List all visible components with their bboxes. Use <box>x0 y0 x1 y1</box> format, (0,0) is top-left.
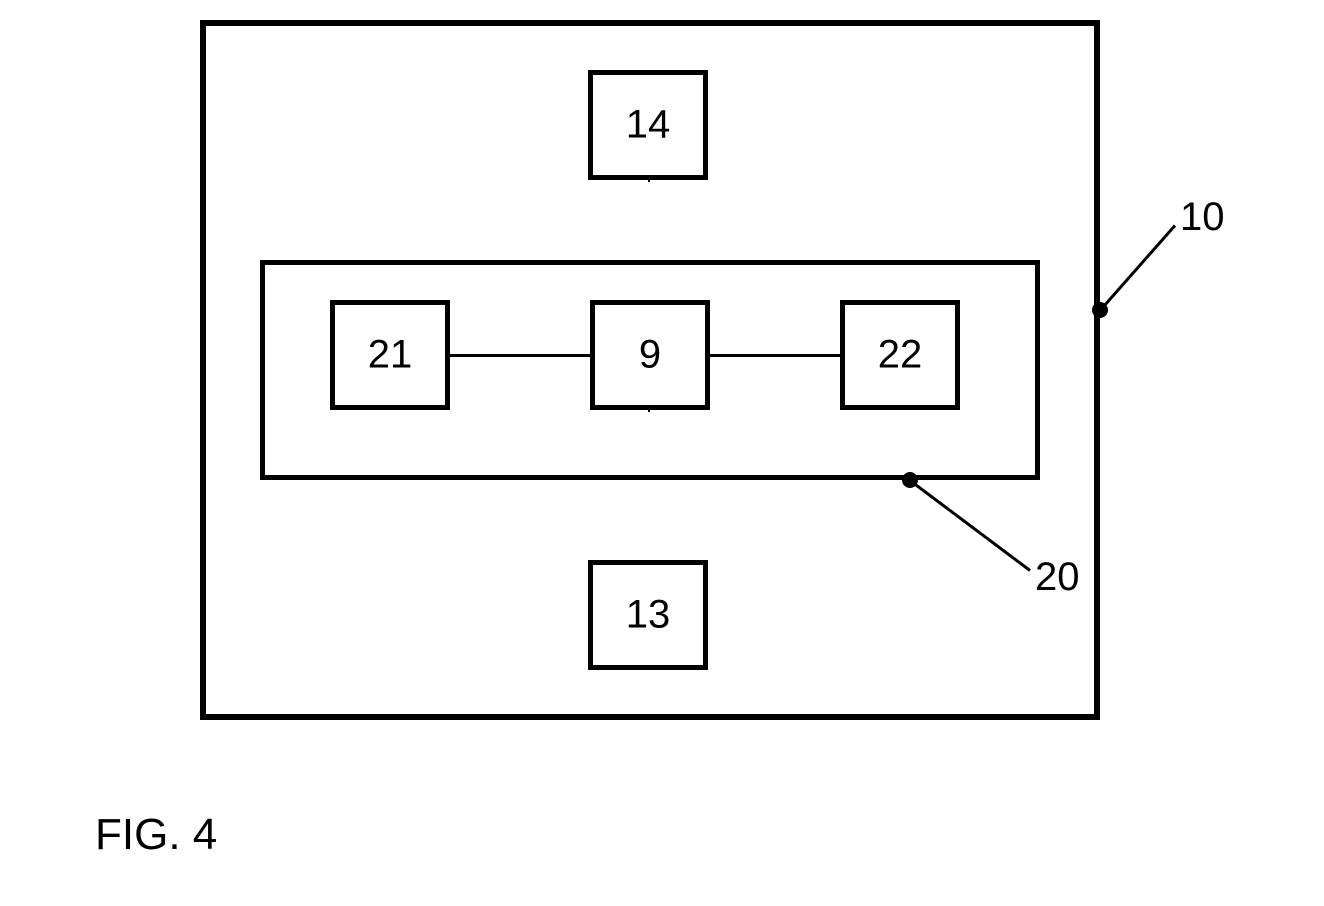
callout-label-10: 10 <box>1180 195 1225 240</box>
node-13-label: 13 <box>626 593 671 638</box>
callout-dot-10 <box>1092 302 1108 318</box>
node-14: 14 <box>588 70 708 180</box>
node-21-label: 21 <box>368 333 413 378</box>
node-9: 9 <box>590 300 710 410</box>
node-22-label: 22 <box>878 333 923 378</box>
edge-n14-n9 <box>648 179 650 182</box>
callout-leader-10 <box>1099 224 1176 311</box>
node-14-label: 14 <box>626 103 671 148</box>
figure-canvas: 14 13 21 22 9 10 20 FIG. 4 <box>0 0 1324 906</box>
node-22: 22 <box>840 300 960 410</box>
edge-n21-n9 <box>450 354 590 357</box>
callout-dot-20 <box>902 472 918 488</box>
figure-caption: FIG. 4 <box>95 810 217 860</box>
edge-n9-n22 <box>710 354 840 357</box>
node-13: 13 <box>588 560 708 670</box>
edge-n9-n13 <box>648 409 650 412</box>
callout-label-20: 20 <box>1035 555 1080 600</box>
node-21: 21 <box>330 300 450 410</box>
node-9-label: 9 <box>639 333 661 378</box>
